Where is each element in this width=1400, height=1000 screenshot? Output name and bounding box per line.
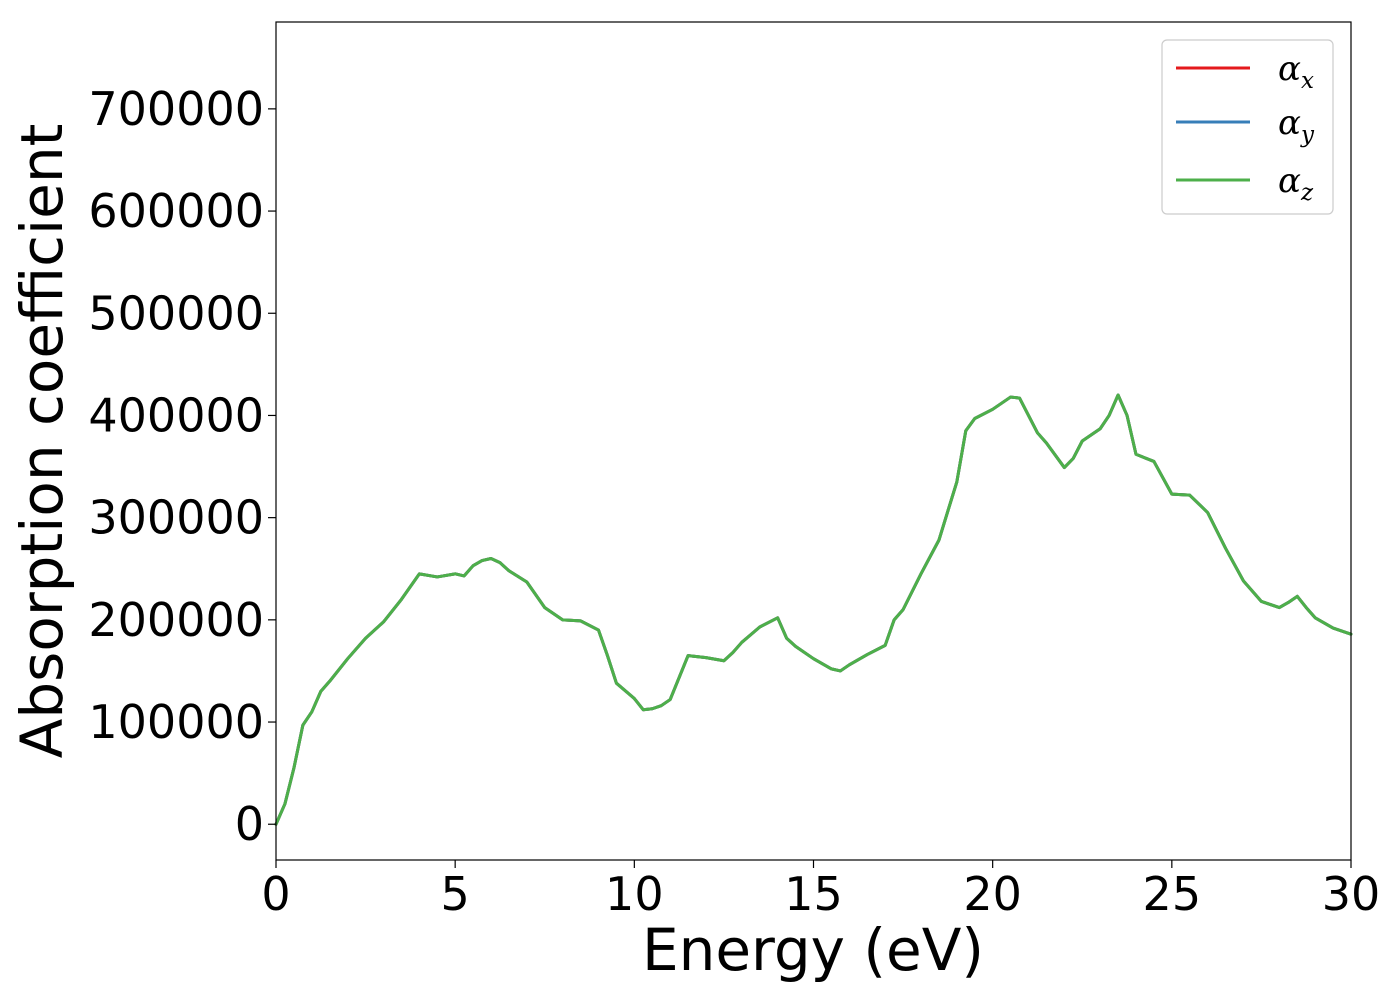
y-axis-label: Absorption coefficient xyxy=(8,124,76,759)
y-tick-label: 300000 xyxy=(88,491,264,545)
x-tick-label: 5 xyxy=(441,867,470,921)
legend-label-0: αx xyxy=(1278,49,1314,94)
series-layer xyxy=(274,393,1353,826)
y-axis-ticks: 0 100000 200000 300000 400000 500000 600000 700… xyxy=(88,82,276,851)
legend: αx αy αz xyxy=(1161,39,1334,215)
x-tick-label: 30 xyxy=(1322,867,1381,921)
legend-label-2: αz xyxy=(1278,161,1314,206)
x-tick-label: 0 xyxy=(261,867,290,921)
y-tick-label: 0 xyxy=(235,797,264,851)
x-tick-label: 20 xyxy=(963,867,1022,921)
x-tick-label: 25 xyxy=(1143,867,1202,921)
x-tick-label: 10 xyxy=(605,867,664,921)
series-line-1 xyxy=(274,393,1353,826)
y-tick-label: 100000 xyxy=(88,695,264,749)
legend-label-1: αy xyxy=(1278,103,1315,148)
y-tick-label: 600000 xyxy=(88,184,264,238)
legend-entries: αx αy αz xyxy=(1176,49,1315,206)
x-tick-label: 15 xyxy=(784,867,843,921)
y-tick-label: 700000 xyxy=(88,82,264,136)
series-line-0 xyxy=(274,393,1353,826)
y-tick-label: 400000 xyxy=(88,388,264,442)
y-tick-label: 500000 xyxy=(88,286,264,340)
x-axis-ticks: 0 5 10 15 20 25 30 xyxy=(261,860,1380,921)
x-axis-label: Energy (eV) xyxy=(642,916,984,984)
y-tick-label: 200000 xyxy=(88,593,264,647)
series-line-2 xyxy=(274,393,1353,826)
legend-box xyxy=(1161,39,1334,215)
